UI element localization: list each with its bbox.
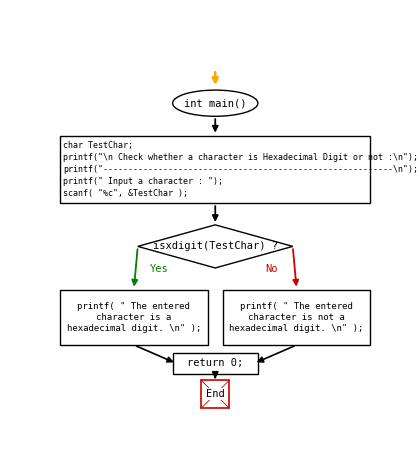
Text: hexadecimal digit. \n" );: hexadecimal digit. \n" ); (229, 323, 364, 333)
Text: hexadecimal digit. \n" );: hexadecimal digit. \n" ); (67, 323, 201, 333)
Bar (173, 353, 258, 374)
Polygon shape (138, 225, 293, 268)
Text: printf(" Input a character : ");: printf(" Input a character : "); (63, 177, 223, 186)
Text: scanf( "%c", &TestChar );: scanf( "%c", &TestChar ); (63, 189, 188, 198)
Text: return 0;: return 0; (187, 359, 243, 368)
Bar (60, 290, 207, 345)
Bar (223, 290, 370, 345)
Text: int main(): int main() (184, 98, 247, 108)
Text: No: No (265, 265, 277, 274)
Text: End: End (206, 389, 225, 399)
Text: character is a: character is a (96, 313, 171, 322)
Text: character is not a: character is not a (248, 313, 345, 322)
Ellipse shape (173, 90, 258, 116)
Text: char TestChar;: char TestChar; (63, 141, 134, 150)
Text: isxdigit(TestChar) ?: isxdigit(TestChar) ? (153, 242, 278, 251)
Text: printf("----------------------------------------------------------\n");: printf("--------------------------------… (63, 165, 418, 174)
Text: printf("\n Check whether a character is Hexadecimal Digit or not :\n");: printf("\n Check whether a character is … (63, 153, 418, 162)
Bar (60, 135, 370, 203)
Text: Yes: Yes (150, 265, 169, 274)
Text: printf( " The entered: printf( " The entered (240, 302, 353, 311)
Text: printf( " The entered: printf( " The entered (77, 302, 190, 311)
Bar (201, 380, 229, 408)
